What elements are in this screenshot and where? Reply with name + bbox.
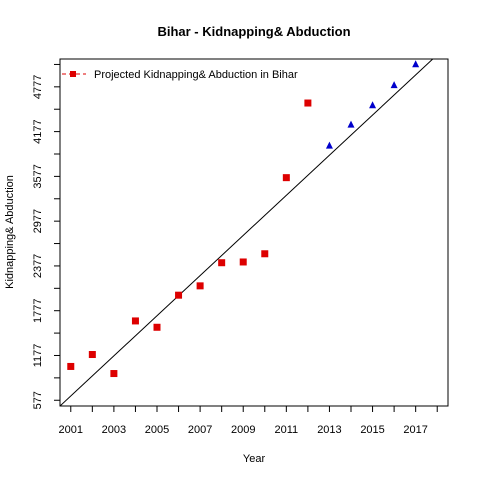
x-tick-label: 2001 bbox=[59, 424, 83, 436]
data-point-square bbox=[240, 258, 247, 265]
x-tick-label: 2007 bbox=[188, 424, 212, 436]
y-tick-label: 1177 bbox=[32, 344, 44, 368]
data-point-square bbox=[89, 351, 96, 358]
chart-title: Bihar - Kidnapping& Abduction bbox=[157, 24, 350, 39]
data-point-square bbox=[283, 174, 290, 181]
x-tick-label: 2015 bbox=[360, 424, 384, 436]
data-point-triangle bbox=[369, 101, 376, 108]
data-point-triangle bbox=[348, 121, 355, 128]
x-axis-label: Year bbox=[243, 453, 266, 465]
x-tick-label: 2017 bbox=[403, 424, 427, 436]
x-tick-label: 2011 bbox=[275, 424, 299, 436]
data-point-square bbox=[304, 100, 311, 107]
y-tick-label: 577 bbox=[32, 391, 44, 409]
y-tick-label: 2977 bbox=[32, 209, 44, 233]
data-point-square bbox=[154, 324, 161, 331]
data-point-square bbox=[132, 317, 139, 324]
y-tick-label: 4777 bbox=[32, 75, 44, 99]
x-tick-label: 2003 bbox=[102, 424, 126, 436]
data-point-square bbox=[261, 250, 268, 257]
legend: Projected Kidnapping& Abduction in Bihar bbox=[62, 69, 298, 81]
y-tick-label: 3577 bbox=[32, 164, 44, 188]
legend-label: Projected Kidnapping& Abduction in Bihar bbox=[94, 69, 298, 81]
x-tick-label: 2005 bbox=[145, 424, 169, 436]
y-tick-label: 1777 bbox=[32, 298, 44, 322]
data-point-triangle bbox=[326, 142, 333, 149]
plot-area: 2001 2003 2005 2007 2009 2011 2013 2015 2017 577 1… bbox=[32, 45, 448, 436]
data-point-triangle bbox=[412, 60, 419, 67]
x-tick-label: 2013 bbox=[317, 424, 341, 436]
data-point-square bbox=[175, 292, 182, 299]
data-point-square bbox=[110, 370, 117, 377]
data-point-square bbox=[197, 282, 204, 289]
trend-line bbox=[60, 45, 448, 406]
data-point-square bbox=[218, 259, 225, 266]
legend-marker bbox=[70, 71, 76, 77]
data-point-triangle bbox=[391, 81, 398, 88]
x-tick-label: 2009 bbox=[231, 424, 255, 436]
y-axis-label: Kidnapping& Abduction bbox=[4, 175, 16, 289]
y-tick-label: 2377 bbox=[32, 254, 44, 278]
data-point-square bbox=[67, 363, 74, 370]
y-tick-label: 4177 bbox=[32, 119, 44, 143]
plot-frame bbox=[60, 59, 448, 406]
